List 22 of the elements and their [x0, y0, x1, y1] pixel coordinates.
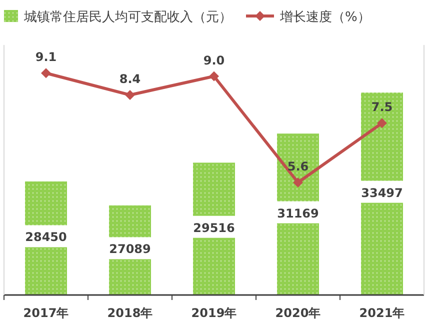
x-tick-label: 2019年: [191, 306, 237, 320]
data-label: 28450: [25, 230, 67, 244]
x-tick-label: 2018年: [107, 306, 153, 320]
legend-label: 增长速度（%）: [279, 9, 370, 25]
data-label: 9.1: [35, 50, 57, 64]
data-label: 9.0: [203, 53, 225, 68]
x-tick-label: 2017年: [23, 306, 69, 320]
data-label: 33497: [361, 186, 403, 200]
point: [293, 178, 303, 188]
x-tick-label: 2020年: [275, 306, 321, 320]
data-label: 29516: [193, 220, 235, 235]
legend-label: 城镇常住居民人均可支配收入（元）: [23, 10, 232, 25]
point: [377, 118, 387, 128]
data-label: 8.4: [119, 72, 141, 86]
data-label: 7.5: [371, 100, 393, 114]
point: [125, 90, 135, 100]
data-label: 31169: [277, 206, 319, 220]
x-tick-label: 2021年: [359, 306, 405, 320]
data-label: 27089: [109, 242, 151, 256]
point: [209, 71, 219, 82]
point: [41, 68, 51, 78]
data-label: 5.6: [287, 160, 309, 174]
